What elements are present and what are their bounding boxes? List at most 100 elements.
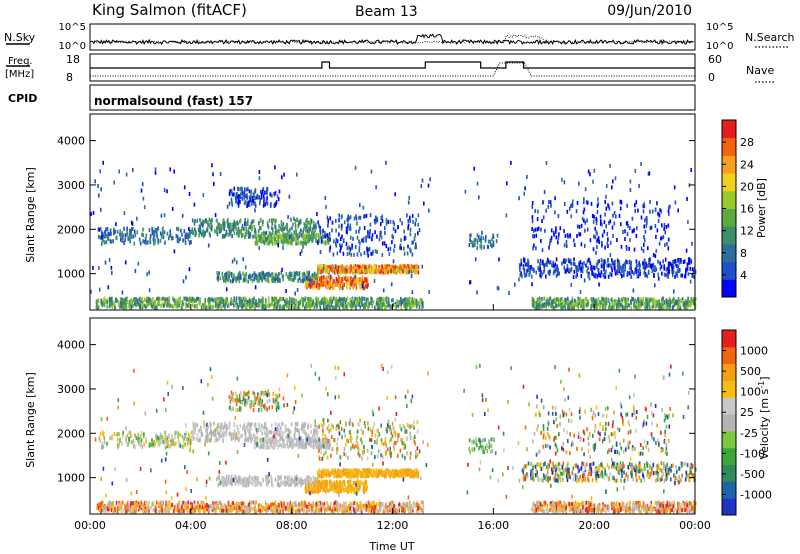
range-gate-cell [156,228,158,232]
range-gate-cell [242,303,245,308]
range-gate-cell [247,230,249,235]
range-gate-cell [324,241,327,246]
range-gate-cell [554,269,556,273]
range-gate-cell [336,251,339,256]
range-gate-cell [543,267,546,272]
range-gate-cell [243,509,246,514]
range-gate-cell [298,271,301,276]
range-gate-cell [361,284,364,289]
range-gate-cell [336,507,339,512]
range-gate-cell [654,224,657,228]
range-gate-cell [362,236,365,241]
range-gate-cell [630,305,632,310]
range-gate-cell [267,279,270,283]
range-gate-cell [217,277,219,282]
range-gate-cell [152,508,155,512]
range-gate-cell [169,233,172,238]
range-gate-cell [188,241,191,245]
range-gate-cell [253,194,255,199]
range-gate-cell [358,264,361,269]
range-gate-cell [395,270,398,275]
range-gate-cell [661,305,663,310]
range-gate-cell [134,301,136,306]
range-gate-cell [686,266,689,271]
range-gate-cell [269,235,271,240]
range-gate-cell [345,275,347,280]
range-gate-cell [653,273,655,277]
range-gate-cell [220,227,222,232]
range-gate-cell [415,217,417,222]
range-gate-cell [118,303,120,308]
range-gate-cell [98,234,100,239]
range-gate-cell [563,229,565,234]
range-gate-cell [145,241,147,246]
range-gate-cell [246,302,249,307]
range-gate-cell [241,502,243,507]
range-gate-cell [537,209,539,214]
range-gate-cell [306,223,309,228]
range-gate-cell [671,263,673,268]
range-gate-cell [587,299,590,304]
range-gate-cell [679,268,681,273]
range-gate-cell [359,215,362,220]
range-gate-cell [253,190,256,195]
range-gate-cell [611,305,613,310]
range-gate-cell [241,226,243,231]
range-gate-cell [379,297,382,302]
range-gate-cell [365,235,367,240]
range-gate-cell [602,305,604,310]
range-gate-cell [194,229,197,234]
range-gate-cell [260,189,262,194]
range-gate-cell [368,304,370,309]
range-gate-cell [635,234,638,238]
range-gate-cell [360,301,363,306]
range-gate-cell [193,304,196,309]
range-gate-cell [188,192,191,196]
range-gate-cell [145,233,148,238]
range-gate-cell [350,510,352,514]
range-gate-cell [335,299,337,304]
range-gate-cell [369,508,371,513]
range-gate-cell [325,204,327,209]
range-gate-cell [106,304,108,309]
range-gate-cell [205,218,207,223]
range-gate-cell [148,270,150,275]
range-gate-cell [184,234,186,239]
range-gate-cell [272,276,275,281]
range-gate-cell [602,297,604,302]
range-gate-cell [142,239,144,244]
range-gate-cell [294,223,297,228]
range-gate-cell [353,282,356,287]
range-gate-cell [419,506,422,511]
range-gate-cell [397,265,400,270]
range-gate-cell [251,303,254,308]
range-gate-cell [600,300,603,305]
range-gate-cell [313,302,315,307]
range-gate-cell [274,191,277,195]
range-gate-cell [348,507,351,511]
range-gate-cell [642,209,645,214]
range-gate-cell [555,297,558,302]
range-gate-cell [144,503,147,508]
range-gate-cell [569,233,571,238]
range-gate-cell [276,276,279,281]
range-gate-cell [195,303,197,308]
range-gate-cell [691,267,694,272]
range-gate-cell [564,305,567,310]
range-gate-cell [268,218,271,223]
range-gate-cell [624,305,626,310]
range-gate-cell [384,230,386,235]
range-gate-cell [534,227,537,232]
range-gate-cell [677,297,680,301]
range-gate-cell [536,304,538,309]
range-gate-cell [324,196,327,200]
range-gate-cell [643,260,646,265]
range-gate-cell [607,263,610,268]
range-gate-cell [375,185,377,190]
range-gate-cell [604,301,606,306]
range-gate-cell [648,298,650,303]
range-gate-cell [295,305,297,310]
range-gate-cell [352,277,354,282]
range-gate-cell [235,509,237,514]
range-gate-cell [224,503,226,508]
